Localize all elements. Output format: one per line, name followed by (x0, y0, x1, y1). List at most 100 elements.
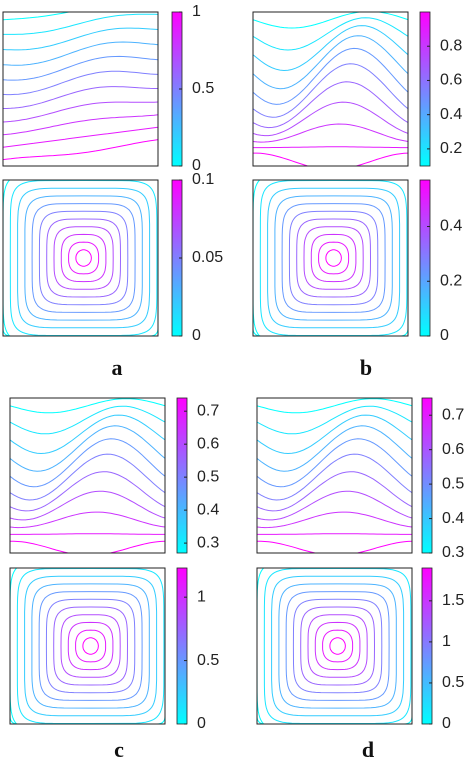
contour-line (257, 540, 412, 553)
contour-line (257, 438, 412, 488)
contours (3, 12, 158, 161)
contour-line (253, 17, 408, 51)
contour-line (82, 637, 99, 655)
colorbar-tick-label: 0.2 (440, 140, 462, 157)
plot-frame (256, 567, 413, 725)
contour-line (53, 226, 114, 290)
plot-frame (256, 397, 413, 554)
contour-line (3, 101, 158, 123)
contour-line (285, 591, 390, 701)
contour-line (253, 180, 408, 336)
contour-line (10, 490, 165, 521)
colorbar-tick-label: 1 (197, 588, 206, 605)
contours (253, 12, 408, 166)
colorbar-tick-label: 0.8 (440, 37, 462, 54)
contour-line (10, 453, 165, 501)
contour-line (45, 598, 136, 694)
contour-line (300, 606, 376, 686)
corner-contour (403, 715, 412, 724)
contour-line (75, 629, 107, 663)
contour-line (303, 226, 364, 290)
colorbar-tick-label: 0.7 (197, 402, 219, 419)
contour-line (10, 511, 165, 529)
colorbar-tick-label: 1.5 (442, 592, 464, 609)
colorbar-tick-label: 0.5 (192, 80, 214, 97)
contour-line (3, 114, 158, 136)
contour-line (253, 12, 408, 29)
contour-line (53, 606, 129, 686)
contour-line (257, 568, 412, 724)
plot-frame (252, 11, 409, 167)
contour-line (3, 41, 158, 66)
colorbar-tick-label: 0.7 (442, 406, 464, 423)
contour-line (67, 621, 114, 671)
contour-line (10, 568, 165, 724)
contours (257, 398, 412, 553)
contours (3, 180, 158, 336)
contour-line (3, 180, 158, 336)
contour-line (257, 425, 412, 472)
contour-line (24, 575, 158, 717)
colorbar-tick-label: 0 (197, 715, 206, 732)
colorbar (419, 179, 431, 337)
colorbar (176, 567, 188, 725)
plot-frame (9, 567, 166, 725)
contour-line (318, 241, 350, 275)
contour-line (253, 81, 408, 129)
colorbar-tick-label: 0.05 (192, 249, 223, 266)
colorbar (176, 397, 188, 554)
contour-line (10, 471, 165, 512)
contour-line (3, 139, 158, 161)
contour-line (10, 414, 165, 455)
contour-line (257, 453, 412, 501)
colorbar-tick-label: 0.4 (440, 106, 462, 123)
contour-line (10, 405, 165, 435)
panel: 0.3 0.4 0.5 0.6 0.7 (256, 397, 464, 561)
colorbar-tick-label: 0.4 (442, 510, 464, 527)
colorbar-tick-label: 0.5 (197, 468, 219, 485)
contour-line (314, 621, 361, 671)
contour-line (257, 405, 412, 435)
contour-line (267, 187, 401, 329)
contours (10, 398, 165, 553)
corner-contour (149, 327, 158, 336)
contour-line (9, 180, 158, 336)
colorbar-tick-label: 1 (442, 633, 451, 650)
plot-frame (2, 11, 159, 167)
contour-line (271, 575, 405, 717)
contour-line (253, 47, 408, 105)
panel: 0 0.5 1 1.5 (256, 567, 464, 732)
panel: 0.3 0.4 0.5 0.6 0.7 (9, 397, 219, 554)
colorbar (419, 11, 431, 167)
contour-line (322, 629, 354, 663)
contour-line (253, 146, 408, 149)
contour-line (31, 583, 150, 709)
contour-line (68, 241, 100, 275)
plot-frame (9, 397, 166, 554)
corner-contour (399, 327, 408, 336)
contour-line (253, 25, 408, 72)
contours (257, 568, 412, 724)
contour-line (257, 398, 412, 414)
colorbar-tick-label: 0 (440, 327, 449, 344)
contour-line (257, 471, 412, 512)
contour-line (60, 614, 121, 678)
contour-line (274, 195, 393, 321)
contour-line (325, 249, 342, 267)
plot-frame (2, 179, 159, 337)
colorbar-tick-label: 1 (192, 3, 201, 20)
contours (253, 180, 408, 336)
colorbar-tick-label: 0.6 (197, 435, 219, 452)
contour-line (307, 614, 368, 678)
colorbar-tick-label: 0.3 (197, 534, 219, 551)
contours (10, 568, 165, 724)
colorbar-tick-label: 0.2 (440, 272, 462, 289)
contour-line (31, 203, 136, 313)
contour-line (257, 490, 412, 521)
panel-label: d (362, 737, 374, 762)
colorbar-tick-label: 0.4 (197, 501, 219, 518)
contour-line (257, 414, 412, 455)
contour-line (278, 583, 397, 709)
contour-line (46, 218, 122, 298)
